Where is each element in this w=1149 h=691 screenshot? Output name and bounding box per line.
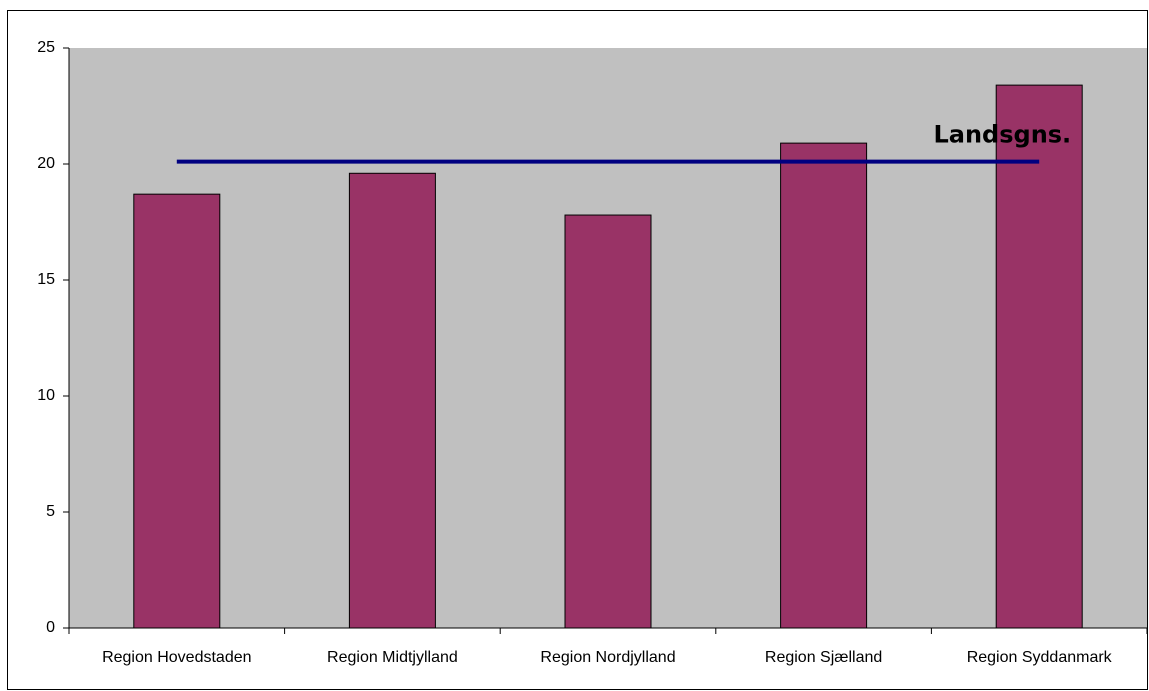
y-tick-label: 10: [37, 387, 55, 404]
reference-label: Landsgns.: [933, 121, 1071, 149]
bar: [564, 214, 652, 629]
x-tick-label: Region Nordjylland: [540, 649, 675, 666]
y-tick-label: 5: [46, 503, 55, 520]
x-tick-label: Region Syddanmark: [967, 649, 1113, 666]
x-tick-label: Region Sjælland: [765, 649, 882, 666]
bar: [780, 142, 868, 629]
x-tick-label: Region Hovedstaden: [102, 649, 251, 666]
y-tick-label: 15: [37, 271, 55, 288]
y-tick-label: 20: [37, 155, 55, 172]
bar: [995, 84, 1083, 629]
x-tick-label: Region Midtjylland: [327, 649, 458, 666]
y-tick-label: 0: [46, 619, 55, 636]
bar: [133, 193, 221, 629]
y-tick-label: 25: [37, 39, 55, 56]
bar: [348, 172, 436, 629]
